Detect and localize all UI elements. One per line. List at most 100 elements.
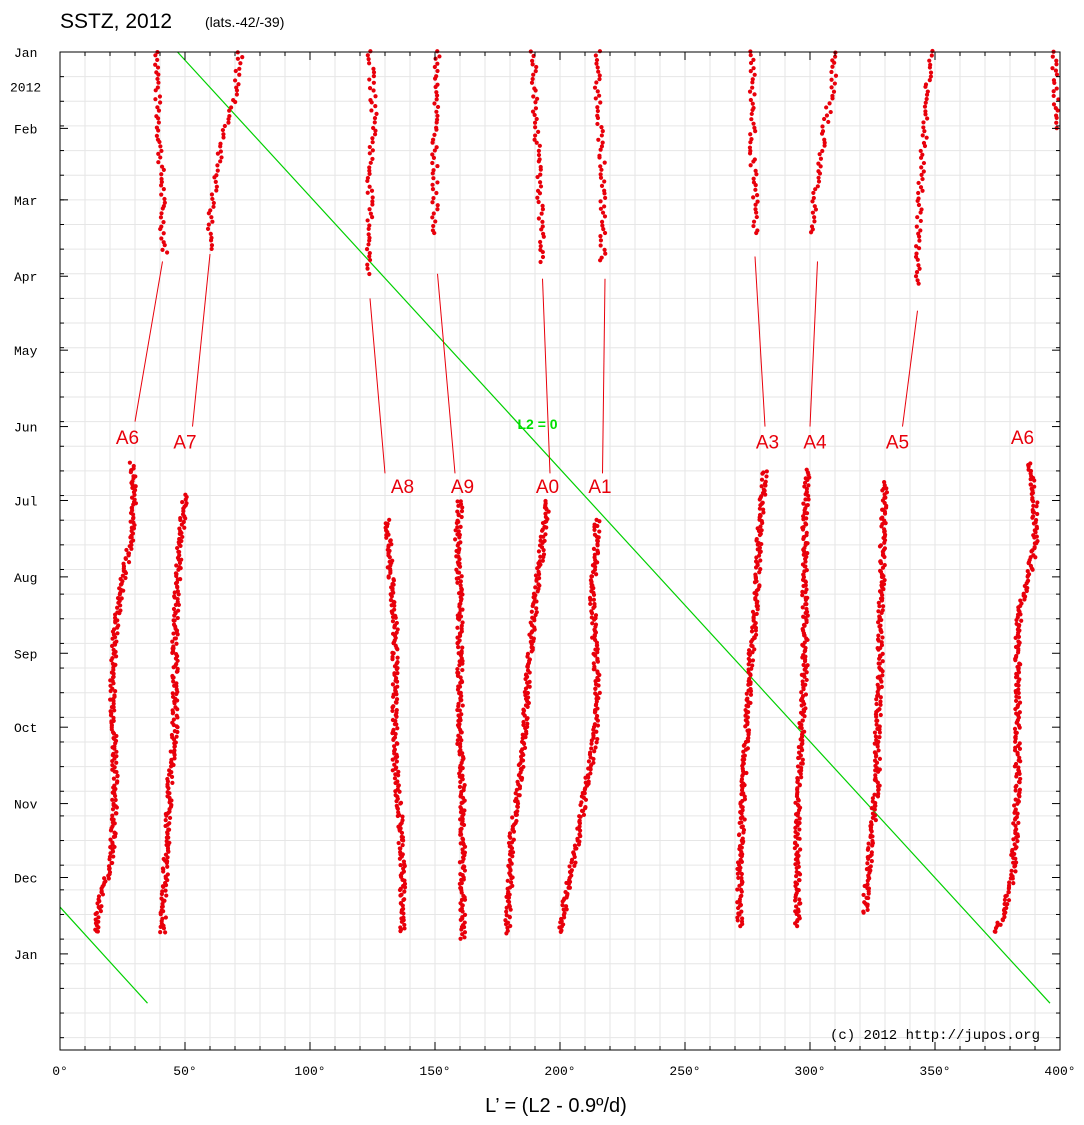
x-axis-label: L’ = (L2 - 0.9º/d) xyxy=(485,1095,627,1117)
spot-observation-point xyxy=(594,61,599,66)
spot-observation-point xyxy=(797,783,802,788)
spot-observation-point xyxy=(533,125,538,130)
spot-observation-point xyxy=(386,575,391,580)
spot-observation-point xyxy=(1016,820,1021,825)
spot-observation-point xyxy=(456,704,461,709)
spot-observation-point xyxy=(1013,823,1018,828)
spot-observation-point xyxy=(743,724,748,729)
spot-observation-point xyxy=(593,679,598,684)
label-pointer-line xyxy=(902,310,918,427)
spot-observation-point xyxy=(1015,650,1021,655)
spot-observation-point xyxy=(213,179,218,184)
spot-observation-point xyxy=(595,539,600,544)
spot-observation-point xyxy=(589,738,594,743)
spot-observation-point xyxy=(534,578,539,583)
spot-observation-point xyxy=(875,693,880,699)
spot-observation-point xyxy=(432,64,437,70)
spot-observation-point xyxy=(159,183,164,188)
spot-observation-point xyxy=(390,611,395,616)
spot-observation-point xyxy=(993,925,999,931)
spot-observation-point xyxy=(918,228,923,233)
spot-observation-point xyxy=(107,857,112,862)
spot-observation-point xyxy=(914,270,920,275)
spot-observation-point xyxy=(1030,567,1035,572)
spot-observation-point xyxy=(400,814,405,819)
spot-observation-point xyxy=(538,554,543,559)
spot-observation-point xyxy=(754,592,759,597)
spot-observation-point xyxy=(174,641,179,646)
y-tick-label: Nov xyxy=(14,798,38,813)
spot-observation-point xyxy=(536,129,541,134)
spot-observation-point xyxy=(1014,774,1019,779)
spot-observation-point xyxy=(159,179,164,185)
spot-observation-point xyxy=(395,726,400,731)
spot-observation-point xyxy=(599,144,605,149)
spot-observation-point xyxy=(367,238,372,243)
spot-observation-point xyxy=(114,760,119,765)
spot-observation-point xyxy=(235,56,241,61)
spot-observation-point xyxy=(435,68,440,74)
spot-observation-point xyxy=(1030,499,1036,504)
spot-observation-point xyxy=(831,89,837,94)
spot-observation-point xyxy=(109,643,115,649)
spot-observation-point xyxy=(434,120,439,125)
spot-observation-point xyxy=(812,215,817,220)
spot-observation-point xyxy=(1025,574,1030,579)
spot-label: A5 xyxy=(886,433,909,454)
spot-observation-point xyxy=(159,236,164,241)
spot-observation-point xyxy=(1006,886,1011,891)
spot-observation-point xyxy=(365,262,370,267)
spot-observation-point xyxy=(131,502,136,507)
spot-observation-point xyxy=(1014,617,1019,623)
spot-observation-point xyxy=(109,817,114,822)
spot-observation-point xyxy=(803,559,808,564)
spot-observation-point xyxy=(170,691,175,696)
spot-observation-point xyxy=(802,649,807,654)
spot-observation-point xyxy=(1013,784,1018,790)
spot-observation-point xyxy=(539,227,544,232)
spot-observation-point xyxy=(822,116,827,122)
spot-observation-point xyxy=(590,635,595,640)
spot-observation-point xyxy=(1014,730,1019,735)
spot-observation-point xyxy=(114,733,119,739)
spot-observation-point xyxy=(523,676,528,682)
spot-observation-point xyxy=(155,76,160,82)
spot-observation-point xyxy=(529,609,534,614)
spot-observation-point xyxy=(916,190,921,196)
spot-observation-point xyxy=(578,814,583,819)
spot-observation-point xyxy=(1050,54,1055,59)
spot-observation-point xyxy=(752,580,758,585)
spot-observation-point xyxy=(866,891,871,896)
spot-observation-point xyxy=(402,878,407,883)
y-tick-label: Oct xyxy=(14,721,37,736)
label-pointers xyxy=(134,254,918,474)
spot-observation-point xyxy=(393,731,398,737)
spot-observation-point xyxy=(529,641,534,647)
spot-observation-point xyxy=(210,219,215,224)
spot-observation-point xyxy=(457,617,462,622)
spot-observation-point xyxy=(390,768,395,773)
spot-observation-point xyxy=(538,172,543,177)
spot-observation-point xyxy=(800,757,805,762)
spot-observation-point xyxy=(810,210,815,215)
spot-observation-point xyxy=(751,57,756,62)
spot-observation-point xyxy=(596,137,601,142)
spot-observation-point xyxy=(591,605,596,610)
annotation-labels: A6 A7 A8 A9 A0 A1 A3 A4 A5 A6 xyxy=(116,428,1034,498)
spot-observation-point xyxy=(739,791,744,797)
spot-observation-point xyxy=(95,901,100,906)
spot-observation-point xyxy=(536,549,542,554)
chart-subtitle: (lats.-42/-39) xyxy=(205,14,284,30)
spot-observation-point xyxy=(221,135,226,140)
spot-observation-point xyxy=(580,790,585,796)
spot-observation-point xyxy=(395,741,400,746)
spot-observation-point xyxy=(801,687,806,692)
spot-observation-point xyxy=(515,804,520,810)
spot-observation-point xyxy=(794,904,799,909)
spot-observation-point xyxy=(598,100,603,105)
spot-observation-point xyxy=(747,89,753,94)
spot-observation-point xyxy=(566,885,571,890)
spot-observation-point xyxy=(533,69,538,74)
spot-observation-point xyxy=(802,569,807,574)
spot-observation-point xyxy=(390,656,395,662)
